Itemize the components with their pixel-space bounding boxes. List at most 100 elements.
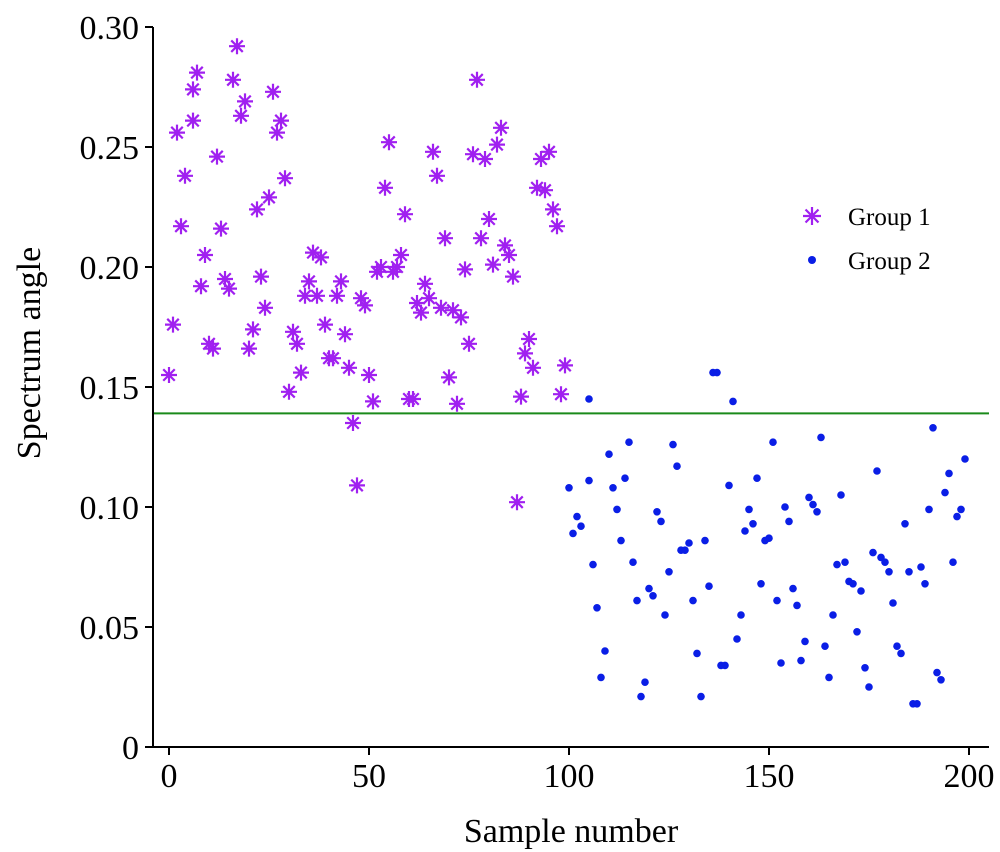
group1-point bbox=[457, 261, 473, 278]
legend: Group 1 Group 2 bbox=[803, 204, 931, 275]
group1-point bbox=[541, 143, 557, 160]
group1-point bbox=[305, 244, 321, 261]
group2-point bbox=[601, 647, 609, 655]
group2-point bbox=[825, 673, 833, 682]
group2-point bbox=[725, 481, 733, 490]
group1-point bbox=[461, 335, 477, 352]
y-tick-label: 0.20 bbox=[80, 250, 140, 287]
group1-point bbox=[269, 124, 285, 141]
group1-point bbox=[529, 179, 545, 196]
group1-point bbox=[177, 167, 193, 184]
legend-marker-group2 bbox=[808, 256, 816, 264]
group2-point bbox=[941, 488, 949, 497]
plot-marks bbox=[154, 38, 989, 708]
group1-point bbox=[293, 364, 309, 381]
group2-point bbox=[621, 474, 629, 483]
group1-point bbox=[373, 259, 389, 275]
group2-point bbox=[817, 433, 825, 442]
group1-point bbox=[237, 93, 253, 110]
group2-point bbox=[693, 649, 701, 658]
group1-point bbox=[289, 335, 305, 352]
legend-marker-group1 bbox=[803, 207, 821, 225]
group2-point bbox=[893, 642, 901, 650]
group1-point bbox=[281, 383, 297, 400]
group2-point bbox=[837, 491, 845, 499]
group1-point bbox=[285, 323, 301, 340]
group2-point bbox=[921, 580, 929, 588]
group1-point bbox=[357, 297, 373, 314]
group1-point bbox=[521, 331, 537, 347]
y-tick-label: 0.30 bbox=[80, 10, 140, 47]
group1-point bbox=[209, 148, 225, 165]
group2-point bbox=[765, 534, 773, 542]
group1-point bbox=[465, 146, 481, 163]
group1-point bbox=[277, 170, 293, 187]
group2-point bbox=[617, 536, 625, 545]
group2-point bbox=[785, 517, 793, 526]
y-axis-title: Spectrum angle bbox=[11, 247, 48, 459]
group1-point bbox=[525, 359, 541, 376]
group2-point bbox=[685, 539, 693, 547]
group2-point bbox=[897, 649, 905, 658]
group2-point bbox=[741, 527, 749, 535]
group2-point bbox=[665, 568, 673, 576]
group2-point bbox=[669, 440, 677, 449]
group1-point bbox=[313, 249, 329, 266]
group2-point bbox=[625, 438, 633, 447]
group1-point bbox=[497, 237, 513, 254]
group1-point bbox=[537, 182, 553, 199]
group2-point bbox=[605, 450, 613, 459]
group2-point bbox=[809, 500, 817, 509]
group1-point bbox=[297, 287, 313, 304]
group1-point bbox=[433, 299, 449, 316]
group2-point bbox=[733, 635, 741, 643]
group1-point bbox=[225, 71, 241, 88]
group1-point bbox=[409, 295, 425, 311]
group2-point bbox=[649, 592, 657, 600]
group1-point bbox=[205, 340, 221, 357]
group2-point bbox=[569, 529, 577, 538]
group2-point bbox=[577, 522, 585, 530]
group1-point bbox=[185, 81, 201, 98]
group2-point bbox=[633, 596, 641, 605]
group2-point bbox=[905, 568, 913, 576]
group1-point bbox=[309, 287, 325, 304]
group2-point bbox=[653, 508, 661, 516]
group1-point bbox=[229, 38, 245, 55]
group2-point bbox=[609, 484, 617, 492]
group1-point bbox=[253, 268, 269, 285]
group2-point bbox=[713, 368, 721, 377]
group2-point bbox=[861, 664, 869, 672]
group2-point bbox=[885, 568, 893, 576]
group2-point bbox=[789, 584, 797, 593]
group2-point bbox=[565, 484, 573, 492]
group1-point bbox=[249, 201, 265, 218]
group2-point bbox=[869, 548, 877, 557]
group2-point bbox=[873, 467, 881, 475]
group2-point bbox=[757, 580, 765, 588]
group1-point bbox=[533, 151, 549, 167]
group1-point bbox=[329, 287, 345, 304]
group1-point bbox=[545, 201, 561, 218]
group1-point bbox=[233, 107, 249, 124]
group1-point bbox=[449, 395, 465, 412]
group1-point bbox=[265, 83, 281, 100]
group2-point bbox=[793, 601, 801, 610]
y-tick-label: 0.25 bbox=[80, 130, 140, 167]
group1-point bbox=[501, 247, 517, 263]
group2-point bbox=[801, 637, 809, 646]
x-axis-title: Sample number bbox=[464, 813, 679, 850]
group2-point bbox=[729, 397, 737, 406]
group2-point bbox=[841, 558, 849, 566]
group1-point bbox=[517, 345, 533, 362]
group2-point bbox=[813, 508, 821, 516]
group2-point bbox=[673, 462, 681, 471]
group2-point bbox=[953, 512, 961, 521]
group1-point bbox=[417, 275, 433, 292]
group1-point bbox=[361, 367, 377, 383]
group1-point bbox=[261, 189, 277, 206]
group1-point bbox=[217, 271, 233, 287]
group2-point bbox=[689, 596, 697, 605]
group2-point bbox=[805, 493, 813, 502]
group2-point bbox=[821, 642, 829, 650]
